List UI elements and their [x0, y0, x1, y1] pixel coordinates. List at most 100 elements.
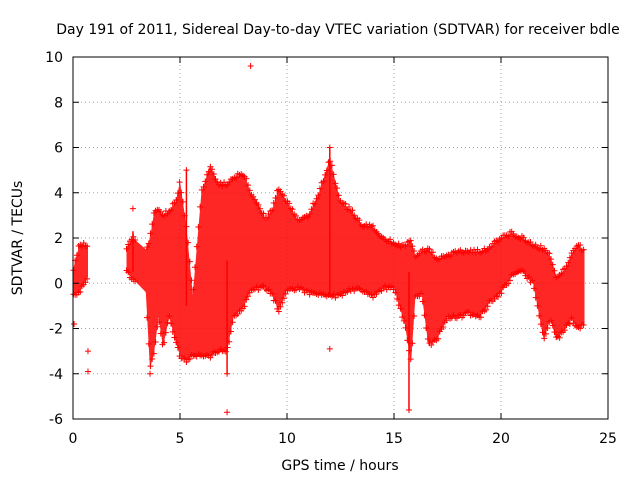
data-point	[209, 166, 216, 173]
y-tick-labels: -6 -4 -2 0 2 4 6 8 10	[45, 50, 63, 428]
data-point	[144, 314, 151, 321]
data-point	[395, 240, 402, 247]
data-point	[306, 210, 313, 217]
data-point	[186, 355, 193, 362]
data-point	[245, 182, 252, 189]
data-point	[281, 192, 288, 199]
data-point	[335, 192, 342, 199]
data-point	[382, 282, 389, 289]
data-point	[77, 288, 84, 295]
data-point	[195, 224, 202, 231]
data-point	[506, 277, 513, 284]
data-point	[539, 329, 546, 336]
data-point	[152, 338, 159, 345]
data-point	[419, 298, 426, 305]
data-point	[536, 312, 543, 319]
data-point	[429, 249, 436, 256]
data-point	[157, 208, 164, 215]
data-point	[351, 212, 358, 219]
data-point	[397, 305, 404, 312]
data-point	[356, 217, 363, 224]
data-point	[233, 174, 240, 181]
data-point	[205, 168, 212, 175]
data-point-outlier	[326, 345, 333, 352]
data-point	[313, 195, 320, 202]
data-point	[525, 274, 532, 281]
data-point	[417, 290, 424, 297]
data-point	[304, 214, 311, 221]
x-tick-label: 20	[492, 431, 510, 447]
data-point	[279, 299, 286, 306]
data-point	[556, 334, 563, 341]
data-point	[210, 170, 217, 177]
data-point	[532, 294, 539, 301]
data-point	[402, 324, 409, 331]
data-point	[517, 236, 524, 243]
data-point	[78, 243, 85, 250]
data-point	[186, 258, 193, 265]
data-point	[541, 335, 548, 342]
data-point	[342, 201, 349, 208]
data-point	[289, 206, 296, 213]
data-point-outlier	[247, 63, 254, 70]
data-point	[234, 311, 241, 318]
data-point	[411, 313, 418, 320]
data-point	[546, 250, 553, 257]
data-point	[292, 212, 299, 219]
data-cloud	[73, 158, 585, 370]
data-point	[548, 317, 555, 324]
data-point	[243, 296, 250, 303]
data-point	[255, 201, 262, 208]
data-point	[566, 320, 573, 327]
data-point	[409, 243, 416, 250]
data-point	[281, 295, 288, 302]
data-point	[161, 212, 168, 219]
data-point	[472, 249, 479, 256]
data-point	[257, 205, 264, 212]
data-point	[168, 320, 175, 327]
data-point	[169, 328, 176, 335]
data-point	[164, 319, 171, 326]
x-tick-label: 25	[599, 431, 617, 447]
data-point	[277, 303, 284, 310]
y-tick-label: 10	[45, 50, 63, 66]
data-point	[349, 207, 356, 214]
data-point	[407, 237, 414, 244]
data-point	[322, 171, 329, 178]
data-point	[176, 179, 183, 186]
data-point	[198, 186, 205, 193]
data-point	[316, 185, 323, 192]
y-axis-label: SDTVAR / TECUs	[10, 181, 26, 296]
data-point	[243, 175, 250, 182]
data-point	[447, 253, 454, 260]
data-point	[197, 203, 204, 210]
data-point	[399, 314, 406, 321]
data-point	[577, 241, 584, 248]
data-point	[323, 167, 330, 174]
ticks	[72, 56, 609, 420]
x-tick-labels: 0 5 10 15 20 25	[69, 431, 617, 447]
data-point	[149, 355, 156, 362]
data-point	[339, 292, 346, 299]
data-point	[125, 269, 132, 276]
data-point	[156, 319, 163, 326]
data-point	[272, 194, 279, 201]
data-point	[423, 248, 430, 255]
data-point	[527, 238, 534, 245]
data-point	[202, 178, 209, 185]
data-point	[370, 294, 377, 301]
data-point	[154, 323, 161, 330]
data-point	[551, 329, 558, 336]
data-point	[400, 317, 407, 324]
data-point	[147, 363, 154, 370]
data-point	[544, 325, 551, 332]
data-point	[536, 246, 543, 253]
data-point-outlier	[129, 205, 136, 212]
data-point	[191, 264, 198, 271]
data-point	[580, 321, 587, 328]
data-point-outlier	[84, 368, 91, 375]
data-point	[390, 286, 397, 293]
data-point	[344, 288, 351, 295]
data-point	[311, 200, 318, 207]
data-point	[82, 279, 89, 286]
